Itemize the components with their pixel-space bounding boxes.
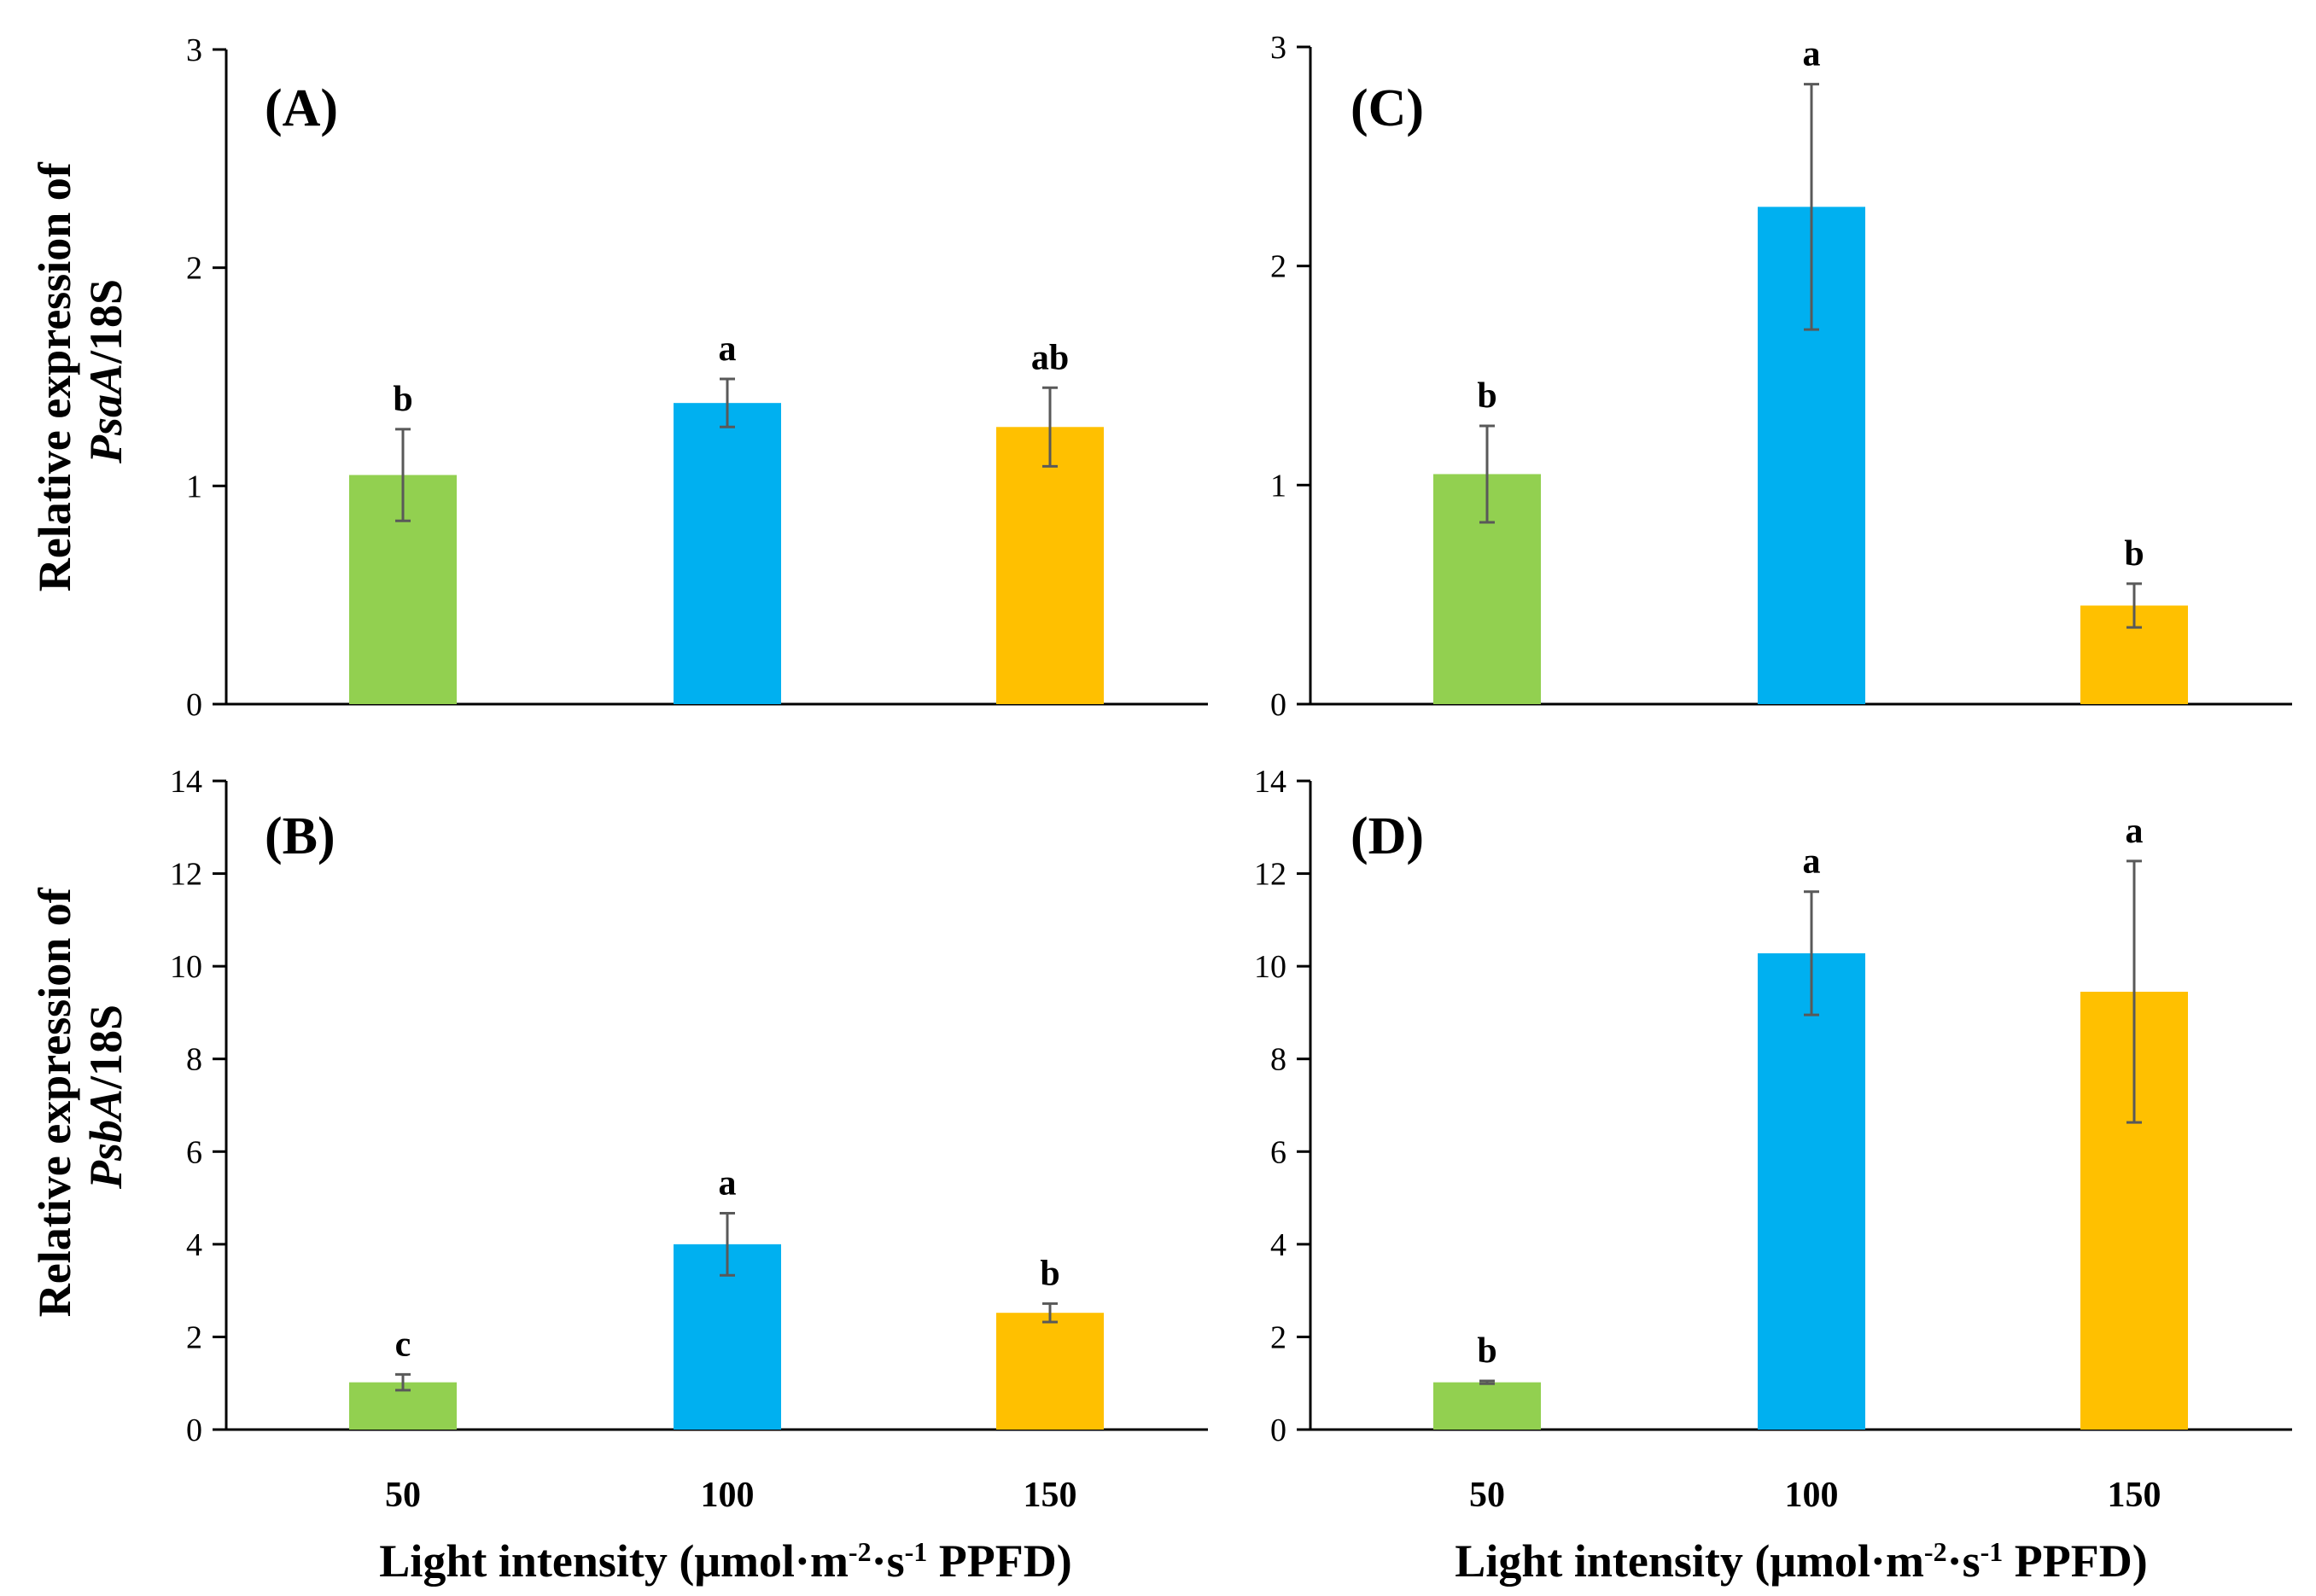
error-bar-d-50 <box>1479 1379 1495 1385</box>
y-tick-label-d: 14 <box>1254 764 1286 800</box>
y-tick-label-c: 1 <box>1270 468 1286 504</box>
y-axis-title-psaa: Relative expression of PsaA/18S <box>29 151 131 591</box>
significance-letter-c-150: b <box>2124 534 2144 574</box>
y-tick-label-d: 12 <box>1254 857 1286 893</box>
panel-label-c: (C) <box>1351 79 1424 137</box>
significance-letter-d-50: b <box>1477 1331 1496 1371</box>
y-axis-title-psaa-line1: Relative expression of <box>29 161 80 591</box>
x-axis-title-right-pre: Light intensity (μmol·m <box>1455 1535 1924 1587</box>
bar-a-150 <box>996 427 1104 704</box>
x-tick-label-d-150: 150 <box>2108 1476 2161 1515</box>
significance-letter-d-100: a <box>1803 842 1821 882</box>
significance-letter-a-150: ab <box>1031 338 1069 377</box>
y-tick-label-c: 0 <box>1270 687 1286 723</box>
y-tick-label-c: 2 <box>1270 249 1286 285</box>
x-axis-title-right: Light intensity (μmol·m-2·s-1 PPFD) <box>1455 1535 2147 1587</box>
x-axis-title-right-post: PPFD) <box>2003 1535 2147 1587</box>
significance-letter-d-150: a <box>2126 812 2144 851</box>
error-bar-c-150 <box>2126 582 2142 629</box>
significance-letter-b-150: b <box>1040 1254 1059 1293</box>
x-axis-title-left: Light intensity (μmol·m-2·s-1 PPFD) <box>379 1535 1071 1587</box>
y-tick-label-a: 3 <box>186 32 202 68</box>
significance-letter-b-50: c <box>395 1325 411 1364</box>
y-axis-title-psba-line1: Relative expression of <box>29 887 80 1317</box>
panel-d: (D) 0 2 4 6 8 10 12 14 b a a 50 100 150 <box>1254 764 2292 1515</box>
x-axis-title-left-pre: Light intensity (μmol·m <box>379 1535 849 1587</box>
error-bar-a-100 <box>720 377 735 428</box>
significance-letter-b-100: a <box>719 1163 737 1203</box>
x-tick-label-b-150: 150 <box>1024 1476 1077 1515</box>
y-axis-title-psba-suffix: /18S <box>80 1005 131 1090</box>
panel-label-a: (A) <box>265 79 338 137</box>
y-axis-title-psba-gene: PsbA <box>80 1089 131 1190</box>
bar-d-50 <box>1433 1382 1541 1430</box>
panel-b: (B) 0 2 4 6 8 10 12 14 c a b 50 100 150 <box>170 764 1208 1515</box>
significance-letter-a-100: a <box>719 329 737 369</box>
y-tick-label-b: 4 <box>186 1227 202 1263</box>
y-axis-title-psba: Relative expression of PsbA/18S <box>29 877 131 1317</box>
significance-letter-a-50: b <box>393 380 412 419</box>
error-bar-b-150 <box>1042 1302 1058 1324</box>
bar-d-100 <box>1758 952 1865 1430</box>
panel-label-d: (D) <box>1351 807 1424 865</box>
panel-c: (C) 0 1 2 3 b a b <box>1270 30 2292 723</box>
error-bar-d-150 <box>2126 859 2142 1124</box>
y-tick-label-d: 0 <box>1270 1413 1286 1448</box>
y-axis-title-psaa-gene: PsaA <box>80 364 131 464</box>
y-tick-label-b: 0 <box>186 1413 202 1448</box>
y-tick-label-c: 3 <box>1270 30 1286 66</box>
y-tick-label-b: 6 <box>186 1134 202 1170</box>
x-axis-title-left-sup2: -1 <box>905 1536 928 1567</box>
significance-letter-c-50: b <box>1477 376 1496 416</box>
y-tick-label-d: 6 <box>1270 1134 1286 1170</box>
error-bar-d-100 <box>1804 890 1819 1016</box>
y-tick-label-d: 2 <box>1270 1319 1286 1355</box>
x-tick-label-d-50: 50 <box>1469 1476 1505 1515</box>
error-bar-b-100 <box>720 1211 735 1277</box>
y-tick-label-b: 2 <box>186 1319 202 1355</box>
error-bar-c-50 <box>1479 424 1495 524</box>
y-axis-title-psaa-suffix: /18S <box>80 279 131 364</box>
x-axis-title-right-mid: ·s <box>1947 1535 1981 1587</box>
y-tick-label-b: 8 <box>186 1042 202 1078</box>
bar-a-100 <box>674 403 781 704</box>
x-tick-label-d-100: 100 <box>1785 1476 1839 1515</box>
x-axis-title-left-mid: ·s <box>872 1535 905 1587</box>
error-bar-a-150 <box>1042 386 1058 468</box>
x-axis-title-left-sup1: -2 <box>849 1536 872 1567</box>
significance-letter-c-100: a <box>1803 35 1821 74</box>
y-tick-label-b: 12 <box>170 857 202 893</box>
y-tick-label-d: 10 <box>1254 949 1286 985</box>
error-bar-a-50 <box>395 428 411 522</box>
y-tick-label-d: 4 <box>1270 1227 1286 1263</box>
y-tick-label-b: 14 <box>170 764 202 800</box>
y-tick-label-a: 1 <box>186 469 202 504</box>
y-tick-label-a: 2 <box>186 251 202 287</box>
error-bar-b-50 <box>395 1372 411 1392</box>
bar-b-150 <box>996 1313 1104 1430</box>
y-tick-label-a: 0 <box>186 687 202 723</box>
y-tick-label-d: 8 <box>1270 1042 1286 1078</box>
y-tick-label-b: 10 <box>170 949 202 985</box>
panel-label-b: (B) <box>265 807 335 865</box>
panel-a: (A) 0 1 2 3 b a ab <box>186 32 1208 723</box>
x-tick-label-b-50: 50 <box>385 1476 421 1515</box>
x-axis-title-right-sup2: -1 <box>1981 1536 2004 1567</box>
x-axis-title-right-sup1: -2 <box>1924 1536 1947 1567</box>
error-bar-c-100 <box>1804 83 1819 331</box>
x-axis-title-left-post: PPFD) <box>927 1535 1071 1587</box>
x-tick-label-b-100: 100 <box>701 1476 755 1515</box>
